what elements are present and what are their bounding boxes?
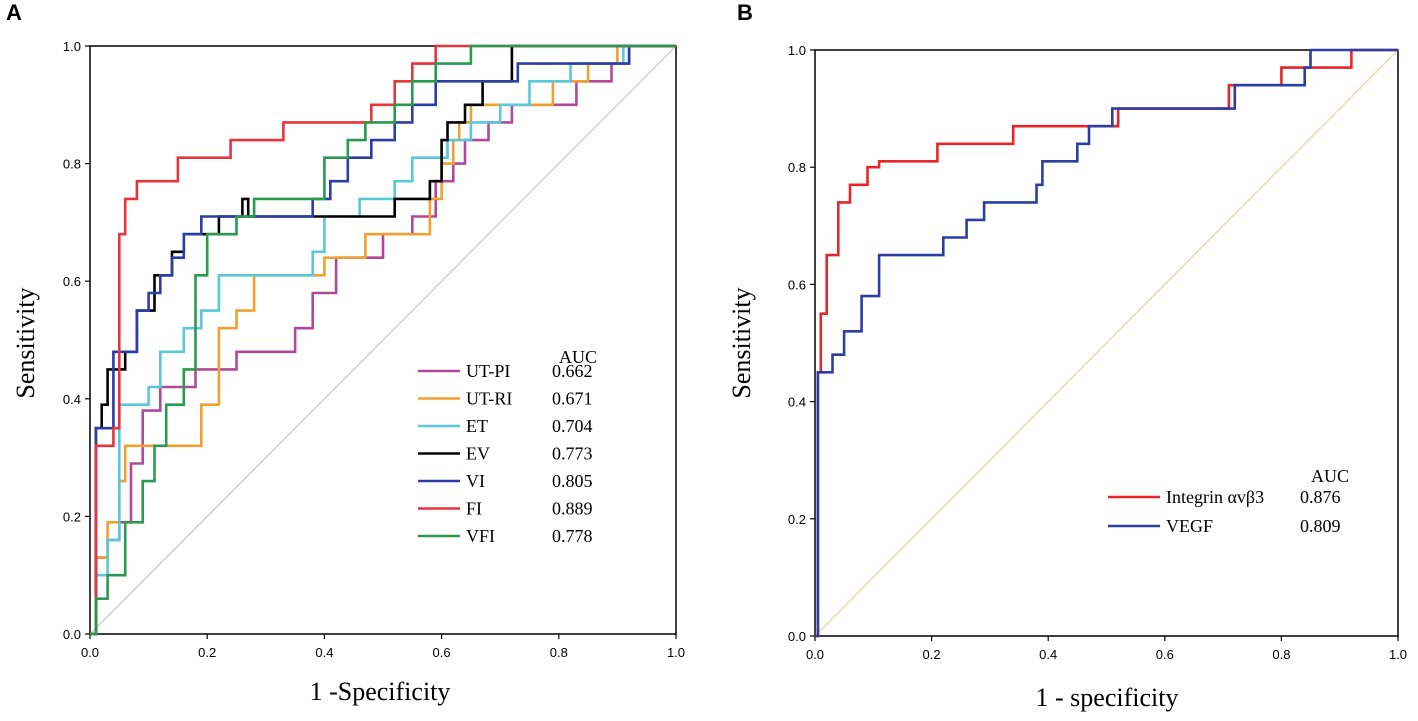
panel-a-series-fi (90, 44, 676, 636)
panel-a-y-axis-title: Sensitivity (11, 287, 40, 398)
panel-a-x-axis-title: 1 -Specificity (310, 677, 451, 706)
panel-b-legend-label-integrin-v-3: Integrin αvβ3 (1166, 487, 1264, 507)
panel-b-x-axis-title: 1 - specificity (1036, 683, 1179, 712)
panel-b-y-tick-label: 0.0 (788, 629, 806, 644)
panel-b-y-tick-label: 0.6 (788, 277, 806, 292)
panel-b-x-tick-label: 1.0 (1389, 647, 1407, 662)
panel-b-x-tick-label: 0.4 (1039, 647, 1057, 662)
panel-a-legend-label-ut-pi: UT-PI (466, 361, 510, 381)
panel-b-x-tick-label: 0.8 (1272, 647, 1290, 662)
panel-a-reference-diagonal (89, 45, 677, 635)
panel-a-x-tick-label: 0.6 (433, 645, 451, 660)
panel-b-legend-header: AUC (1311, 466, 1349, 486)
panel-a-legend-label-ut-ri: UT-RI (466, 389, 512, 409)
panel-b-legend-label-vegf: VEGF (1166, 516, 1213, 536)
panel-b-series-vegf (815, 48, 1398, 638)
panel-a-legend-label-et: ET (466, 416, 488, 436)
panel-b: B 1 - specificity Sensitivity AUC 0.0 0.2… (727, 0, 1407, 712)
panel-b-plot-frame (814, 49, 1399, 637)
panel-b-label: B (737, 0, 753, 25)
panel-b-legend-auc-integrin-v-3: 0.876 (1300, 487, 1341, 507)
panel-a-y-tick-label: 0.8 (63, 157, 81, 172)
panel-a-legend-auc-ut-ri: 0.671 (552, 389, 593, 409)
panel-a-x-tick-label: 0.0 (81, 645, 99, 660)
panel-a-legend-auc-ev: 0.773 (552, 444, 593, 464)
panel-a-legend-label-vi: VI (466, 471, 485, 491)
panel-b-x-tick-label: 0.0 (806, 647, 824, 662)
panel-b-y-tick-label: 0.2 (788, 512, 806, 527)
panel-a-y-tick-label: 0.4 (63, 392, 81, 407)
panel-a-legend-auc-et: 0.704 (552, 416, 593, 436)
panel-b-y-tick-label: 0.4 (788, 395, 806, 410)
panel-b-y-axis-title: Sensitivity (727, 287, 756, 398)
panel-a-y-tick-label: 0.2 (63, 509, 81, 524)
panel-a-series-ut-pi (90, 44, 676, 636)
panel-a-legend-label-fi: FI (466, 499, 482, 519)
panel-b-x-tick-label: 0.2 (923, 647, 941, 662)
panel-b-series-integrin-v-3 (815, 48, 1398, 638)
panel-a-legend-auc-vi: 0.805 (552, 471, 593, 491)
panel-b-legend-auc-vegf: 0.809 (1300, 516, 1341, 536)
panel-b-x-tick-label: 0.6 (1156, 647, 1174, 662)
panel-b-y-tick-label: 0.8 (788, 160, 806, 175)
panel-a-legend-label-vfi: VFI (466, 526, 495, 546)
panel-a-series-vfi (90, 44, 676, 636)
panel-a-legend-label-ev: EV (466, 444, 490, 464)
panel-a: A 1 -Specificity Sensitivity AUC 0.0 0.2 0… (6, 0, 685, 706)
panel-a-legend-auc-fi: 0.889 (552, 499, 593, 519)
panel-a-x-tick-label: 1.0 (667, 645, 685, 660)
panel-a-legend-header: AUC (559, 347, 597, 367)
panel-a-x-tick-label: 0.8 (550, 645, 568, 660)
panel-a-y-tick-label: 1.0 (63, 39, 81, 54)
panel-a-label: A (6, 0, 22, 25)
panel-a-legend-auc-ut-pi: 0.662 (552, 361, 593, 381)
panel-a-series-ut-ri (90, 44, 676, 636)
panel-a-x-tick-label: 0.2 (198, 645, 216, 660)
panel-a-x-tick-label: 0.4 (315, 645, 333, 660)
panel-a-y-tick-label: 0.6 (63, 274, 81, 289)
panel-a-plot-frame (89, 45, 677, 635)
panel-a-legend-auc-vfi: 0.778 (552, 526, 593, 546)
panel-b-y-tick-label: 1.0 (788, 43, 806, 58)
panel-b-reference-diagonal (814, 49, 1399, 637)
panel-a-y-tick-label: 0.0 (63, 627, 81, 642)
